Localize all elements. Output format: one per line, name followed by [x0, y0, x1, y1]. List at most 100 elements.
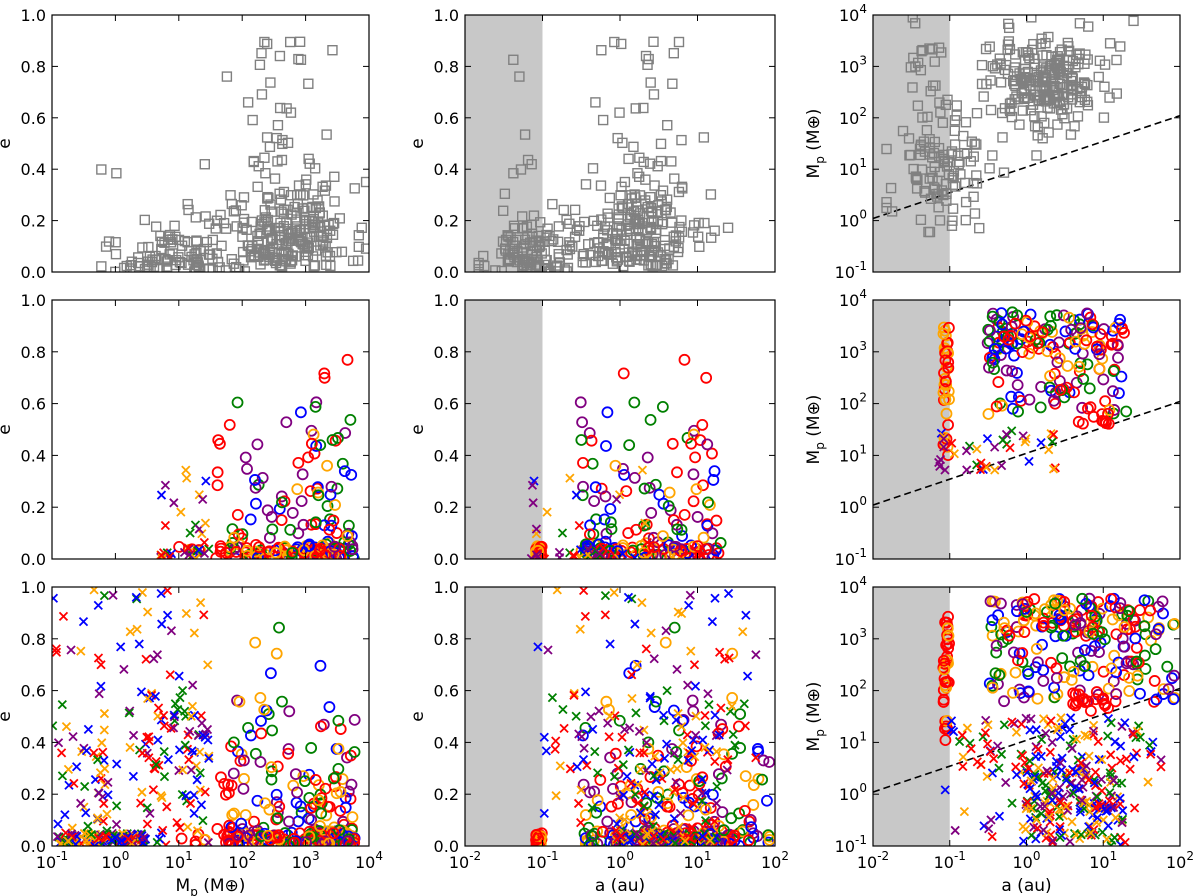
- circle-point: [704, 802, 717, 814]
- cross-point: [543, 645, 553, 655]
- cross-point: [687, 745, 697, 756]
- observed-point: [1104, 38, 1116, 49]
- circle-point: [752, 745, 765, 758]
- circle-point: [686, 694, 699, 707]
- circle-point: [1011, 379, 1024, 391]
- cross-point: [1115, 840, 1126, 846]
- cross-point: [539, 732, 549, 742]
- cross-point: [1081, 761, 1092, 771]
- circle-point: [1116, 632, 1129, 645]
- circle-point: [1108, 404, 1121, 416]
- cross-point: [691, 711, 701, 721]
- cross-point: [1092, 813, 1103, 823]
- observed-point: [1004, 43, 1016, 55]
- circle-point: [1044, 370, 1056, 382]
- circle-point: [226, 822, 239, 835]
- observed-point: [629, 189, 640, 200]
- observed-point: [236, 200, 247, 211]
- cross-point: [1031, 751, 1041, 762]
- circle-point: [214, 540, 227, 553]
- observed-point: [306, 216, 318, 227]
- cross-point: [1092, 792, 1102, 802]
- cross-point: [611, 494, 622, 505]
- circle-point: [1011, 309, 1024, 322]
- circle-point: [687, 705, 700, 718]
- cross-point: [961, 446, 972, 456]
- observed-point: [597, 114, 609, 126]
- observed-point: [921, 125, 933, 136]
- cross-point: [617, 732, 627, 742]
- observed-point: [1003, 22, 1015, 34]
- cross-point: [1047, 437, 1057, 447]
- cross-point: [685, 590, 695, 600]
- cross-point: [989, 754, 999, 764]
- observed-point: [971, 107, 983, 119]
- observed-point: [987, 150, 998, 161]
- circle-point: [211, 823, 224, 835]
- circle-point: [596, 825, 609, 838]
- cross-point: [96, 660, 106, 670]
- observed-point: [516, 247, 528, 258]
- circle-point: [1069, 619, 1082, 631]
- circle-point: [1167, 693, 1180, 706]
- cross-point: [187, 701, 198, 712]
- cross-point: [976, 759, 986, 770]
- cross-point: [1001, 777, 1011, 788]
- y-tick-label: 0.6: [21, 109, 46, 128]
- observed-point: [594, 243, 605, 254]
- circle-point: [346, 543, 359, 556]
- circle-point: [604, 516, 617, 529]
- circle-point: [211, 466, 224, 479]
- y-tick-label: 0.2: [434, 212, 459, 231]
- cross-point: [1046, 429, 1056, 439]
- observed-point: [247, 114, 258, 126]
- observed-point: [201, 236, 213, 248]
- observed-point: [282, 137, 294, 149]
- cross-point: [619, 724, 630, 735]
- circle-point: [255, 727, 268, 740]
- circle-point: [1031, 337, 1044, 350]
- observed-point: [226, 254, 237, 265]
- circle-point: [282, 747, 295, 760]
- circle-point: [643, 481, 656, 494]
- circle-point: [688, 424, 700, 437]
- observed-point: [247, 240, 258, 252]
- observed-point: [334, 213, 346, 224]
- cross-point: [189, 628, 199, 638]
- cross-point: [1103, 821, 1113, 831]
- observed-point: [353, 241, 365, 252]
- cross-point: [187, 680, 198, 690]
- circle-point: [263, 803, 276, 816]
- circle-point: [238, 754, 250, 767]
- circle-point: [996, 399, 1008, 412]
- y-tick-label: 1.0: [434, 578, 459, 597]
- circle-point: [1067, 665, 1080, 678]
- cross-point: [1120, 718, 1130, 728]
- cross-point: [665, 765, 676, 775]
- cross-point: [627, 670, 637, 680]
- observed-point: [634, 208, 646, 219]
- observed-point: [547, 198, 558, 210]
- cross-point: [1103, 713, 1114, 724]
- cross-point: [574, 729, 584, 739]
- observed-point: [722, 222, 734, 233]
- observed-point: [886, 206, 898, 217]
- circle-point: [1086, 326, 1098, 338]
- observed-point: [941, 195, 952, 206]
- cross-point: [137, 587, 148, 598]
- cross-point: [58, 611, 69, 621]
- x-tick-label: 10-2: [449, 849, 481, 872]
- observed-point: [997, 132, 1008, 143]
- cross-point: [580, 687, 591, 697]
- observed-point: [1004, 98, 1016, 109]
- cross-point: [716, 703, 726, 713]
- circle-point: [937, 321, 950, 334]
- circle-point: [1028, 593, 1041, 605]
- circle-point: [238, 772, 250, 785]
- cross-point: [1056, 713, 1066, 723]
- observed-point: [587, 163, 599, 174]
- cross-point: [160, 480, 171, 490]
- cross-point: [527, 480, 538, 490]
- observed-point: [987, 61, 999, 72]
- cross-point: [94, 788, 104, 798]
